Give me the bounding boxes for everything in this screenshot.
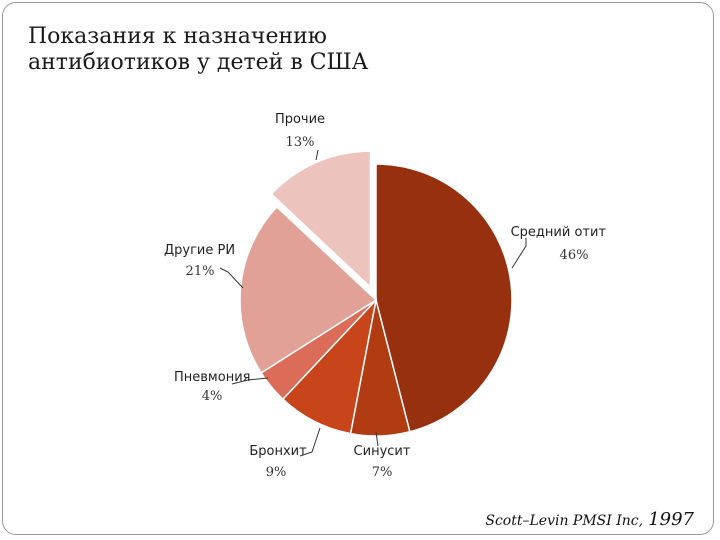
source-text: Scott–Levin PMSI Inc, xyxy=(485,513,644,529)
leader-line xyxy=(219,267,244,289)
slice-label: Пневмония xyxy=(174,370,250,385)
slice-label: Прочие xyxy=(275,112,325,127)
slice-percent-label: 9% xyxy=(266,465,287,480)
slice-label: Бронхит xyxy=(249,444,307,459)
pie-slice xyxy=(375,163,513,433)
title-line-1: Показания к назначению xyxy=(28,24,327,49)
pie-slice xyxy=(270,150,372,289)
source-year: 1997 xyxy=(648,509,694,530)
slice-label: Средний отит xyxy=(511,225,607,240)
leader-line xyxy=(299,427,321,457)
slice-percent-label: 4% xyxy=(202,389,223,404)
leader-line xyxy=(375,431,379,447)
pie-slice xyxy=(239,205,378,374)
slice-label: Синусит xyxy=(354,444,411,459)
slice-percent-label: 7% xyxy=(372,465,393,480)
chart-title: Показания к назначению антибиотиков у де… xyxy=(28,24,488,76)
slice-label: Другие РИ xyxy=(164,243,235,258)
leader-line xyxy=(231,377,269,385)
slice-percent-label: 21% xyxy=(186,264,215,279)
source-citation: Scott–Levin PMSI Inc, 1997 xyxy=(485,509,694,530)
leader-line xyxy=(511,238,527,269)
slice-percent-label: 13% xyxy=(286,135,315,150)
title-line-2: антибиотиков у детей в США xyxy=(28,50,369,75)
slice-percent-label: 46% xyxy=(560,248,589,263)
leader-line xyxy=(315,149,319,161)
